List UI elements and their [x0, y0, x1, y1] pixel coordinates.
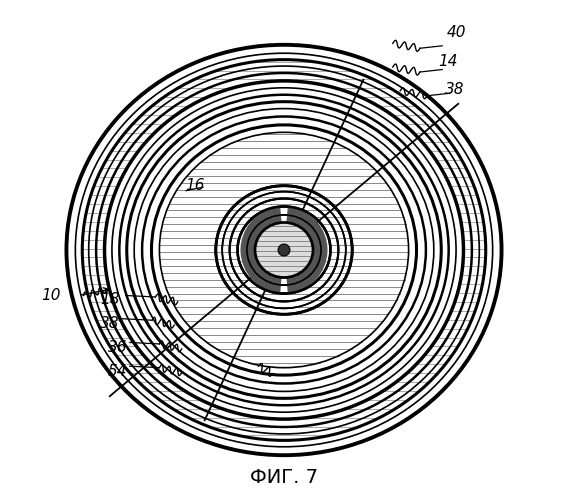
Text: 38: 38	[101, 316, 120, 330]
Text: 10: 10	[41, 288, 61, 303]
Wedge shape	[286, 206, 328, 294]
Text: 36: 36	[108, 340, 127, 355]
Wedge shape	[240, 206, 282, 294]
Text: ФИГ. 7: ФИГ. 7	[250, 468, 318, 487]
Text: 40: 40	[447, 25, 467, 40]
Text: 38: 38	[445, 82, 464, 97]
Text: 54: 54	[108, 364, 127, 378]
Text: 16: 16	[185, 178, 204, 193]
Text: 14: 14	[438, 54, 458, 68]
Ellipse shape	[254, 222, 314, 278]
Ellipse shape	[278, 244, 290, 256]
Text: 18: 18	[101, 292, 120, 307]
